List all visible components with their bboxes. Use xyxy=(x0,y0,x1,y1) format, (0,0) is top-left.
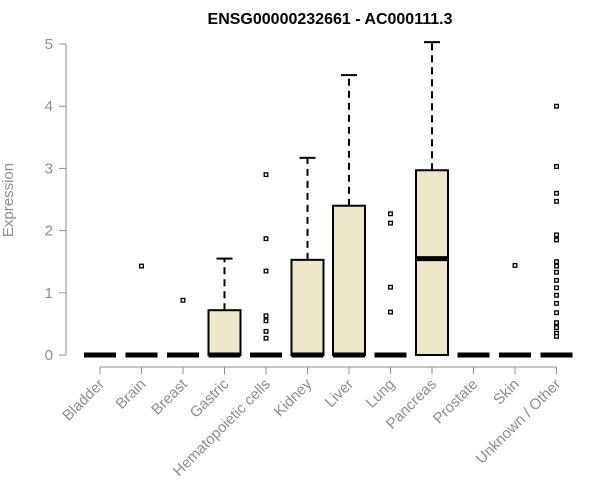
x-tick-label: Prostate xyxy=(430,376,482,428)
box xyxy=(415,169,449,356)
outlier-point xyxy=(554,237,559,243)
outlier-point xyxy=(554,263,559,269)
outlier-point xyxy=(554,292,559,298)
outlier-point xyxy=(180,297,186,303)
box xyxy=(290,258,325,357)
box-group xyxy=(125,263,158,358)
outlier-point xyxy=(554,190,559,196)
outlier-point xyxy=(554,259,559,265)
box-group xyxy=(332,74,366,358)
box xyxy=(207,309,242,357)
x-tick-label: Brain xyxy=(113,376,150,413)
y-tick-label: 4 xyxy=(45,98,53,115)
y-tick-label: 3 xyxy=(45,160,53,177)
x-tick-label: Bladder xyxy=(59,376,108,425)
outlier-point xyxy=(554,164,559,169)
outlier-point xyxy=(263,268,269,274)
outlier-point xyxy=(263,335,269,341)
boxes xyxy=(84,41,573,358)
outlier-point xyxy=(388,220,393,226)
outlier-point xyxy=(554,277,559,283)
outlier-point xyxy=(554,300,559,306)
outlier-point xyxy=(388,211,393,217)
x-tick-label: Skin xyxy=(490,376,523,409)
outlier-point xyxy=(554,285,559,291)
y-tick-label: 1 xyxy=(45,285,53,302)
box-group xyxy=(250,172,282,358)
x-tick-label: Lung xyxy=(363,376,399,412)
x-tick-label: Liver xyxy=(322,376,357,411)
y-axis: 0 1 2 3 4 5 xyxy=(45,36,67,364)
outlier-point xyxy=(263,236,269,242)
outlier-point xyxy=(263,313,269,319)
box xyxy=(332,204,366,356)
outlier-point xyxy=(139,263,144,269)
box-group xyxy=(415,41,449,356)
outlier-point xyxy=(263,172,269,178)
box-group xyxy=(374,211,407,358)
outlier-point xyxy=(263,318,269,324)
y-axis-label: Expression xyxy=(0,163,17,237)
x-tick-label: Kidney xyxy=(271,375,316,420)
chart-title: ENSG00000232661 - AC000111.3 xyxy=(208,11,453,28)
outlier-point xyxy=(554,333,559,339)
outlier-point xyxy=(554,269,559,275)
box-group xyxy=(167,297,199,358)
box-group xyxy=(207,257,242,358)
box-group xyxy=(540,103,573,358)
x-tick-label: Breast xyxy=(148,375,191,418)
y-tick-label: 2 xyxy=(45,223,53,240)
outlier-point xyxy=(554,198,559,204)
box-group xyxy=(290,156,325,358)
y-tick-label: 5 xyxy=(45,36,53,53)
box-group xyxy=(499,262,531,358)
outlier-point xyxy=(512,262,518,268)
outlier-point xyxy=(554,310,559,316)
outlier-point xyxy=(263,328,269,334)
outlier-point xyxy=(554,320,559,326)
outlier-point xyxy=(554,103,559,109)
outlier-point xyxy=(554,325,559,331)
outlier-point xyxy=(388,309,393,315)
outlier-point xyxy=(388,284,393,290)
outlier-point xyxy=(554,232,559,238)
y-tick-label: 0 xyxy=(45,347,53,364)
